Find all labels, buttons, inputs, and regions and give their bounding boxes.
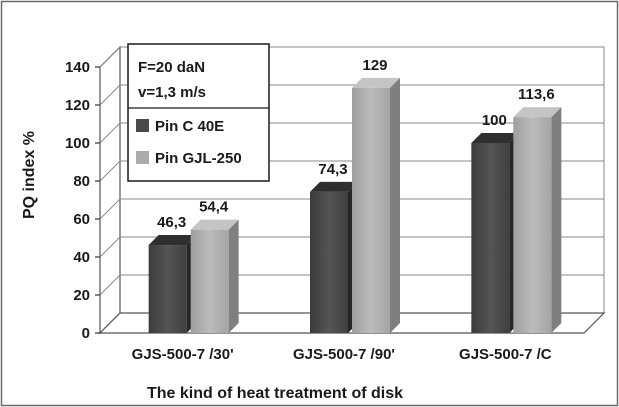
data-label: 46,3: [157, 214, 186, 231]
bar-front: [310, 191, 348, 333]
bar-pin-gjl-250-0: [190, 219, 239, 333]
bar-front: [513, 117, 552, 333]
data-label: 54,4: [199, 199, 229, 216]
y-tick-label: 60: [73, 211, 90, 228]
annotation-force: F=20 daN: [138, 59, 205, 76]
gridline: [99, 46, 604, 68]
gridline: [99, 84, 604, 106]
y-tick-label: 80: [73, 173, 90, 190]
bars: [148, 77, 562, 334]
gridline: [99, 122, 604, 144]
gridline: [99, 160, 604, 182]
bar-side: [228, 219, 239, 333]
y-tick-label: 120: [65, 97, 90, 114]
bar-pin-c-40e-2: [471, 133, 520, 333]
x-axis-ticks: GJS-500-7 /30' GJS-500-7 /90' GJS-500-7 /C: [132, 346, 552, 363]
x-tick-label: GJS-500-7 /C: [459, 346, 552, 363]
data-label: 100: [482, 112, 507, 129]
bar-top: [352, 77, 400, 88]
legend-swatch-pin-c40e: [136, 119, 149, 132]
gridline: [99, 236, 604, 258]
x-tick-label: GJS-500-7 /30': [132, 346, 234, 363]
x-axis-title: The kind of heat treatment of disk: [147, 385, 403, 402]
gridline: [99, 274, 604, 296]
y-tick-label: 40: [73, 249, 90, 266]
bar-side: [390, 77, 400, 334]
bar-pin-gjl-250-2: [513, 107, 562, 333]
legend-box: [127, 43, 270, 182]
y-tick-label: 100: [65, 135, 90, 152]
data-labels: 46,3 54,4 74,3 129 100 113,6: [157, 57, 555, 231]
data-label: 74,3: [318, 161, 347, 178]
gridline: [99, 198, 604, 220]
bar-front: [352, 87, 390, 334]
bar-pin-c-40e-1: [310, 181, 358, 333]
x-tick-label: GJS-500-7 /90': [293, 346, 395, 363]
side-wall: [99, 45, 121, 335]
legend: F=20 daN v=1,3 m/s Pin C 40E Pin GJL-250: [127, 43, 270, 182]
data-label: 113,6: [518, 86, 555, 103]
y-tick-label: 140: [65, 59, 90, 76]
bar-front: [190, 229, 229, 333]
bar-front: [471, 143, 510, 333]
annotation-velocity: v=1,3 m/s: [138, 84, 206, 101]
gridlines: [99, 46, 604, 296]
bar-top: [471, 133, 520, 143]
bar-side: [551, 107, 562, 333]
legend-entry-pin-c40e: Pin C 40E: [155, 118, 224, 135]
y-axis-ticks: 0 20 40 60 80 100 120 140: [65, 59, 100, 342]
bar-top: [148, 235, 197, 246]
bar-top: [190, 219, 239, 230]
bar-front: [148, 245, 187, 333]
bar-pin-gjl-250-1: [352, 77, 400, 334]
y-axis-title: PQ index %: [21, 131, 38, 219]
y-tick-label: 20: [73, 287, 90, 304]
bar-pin-c-40e-0: [148, 235, 197, 333]
bar-top: [513, 107, 562, 118]
y-tick-label: 0: [82, 325, 90, 342]
bar-top: [310, 181, 358, 192]
data-label: 129: [362, 57, 387, 74]
legend-swatch-pin-gjl250: [136, 151, 149, 164]
legend-entry-pin-gjl250: Pin GJL-250: [155, 150, 242, 167]
